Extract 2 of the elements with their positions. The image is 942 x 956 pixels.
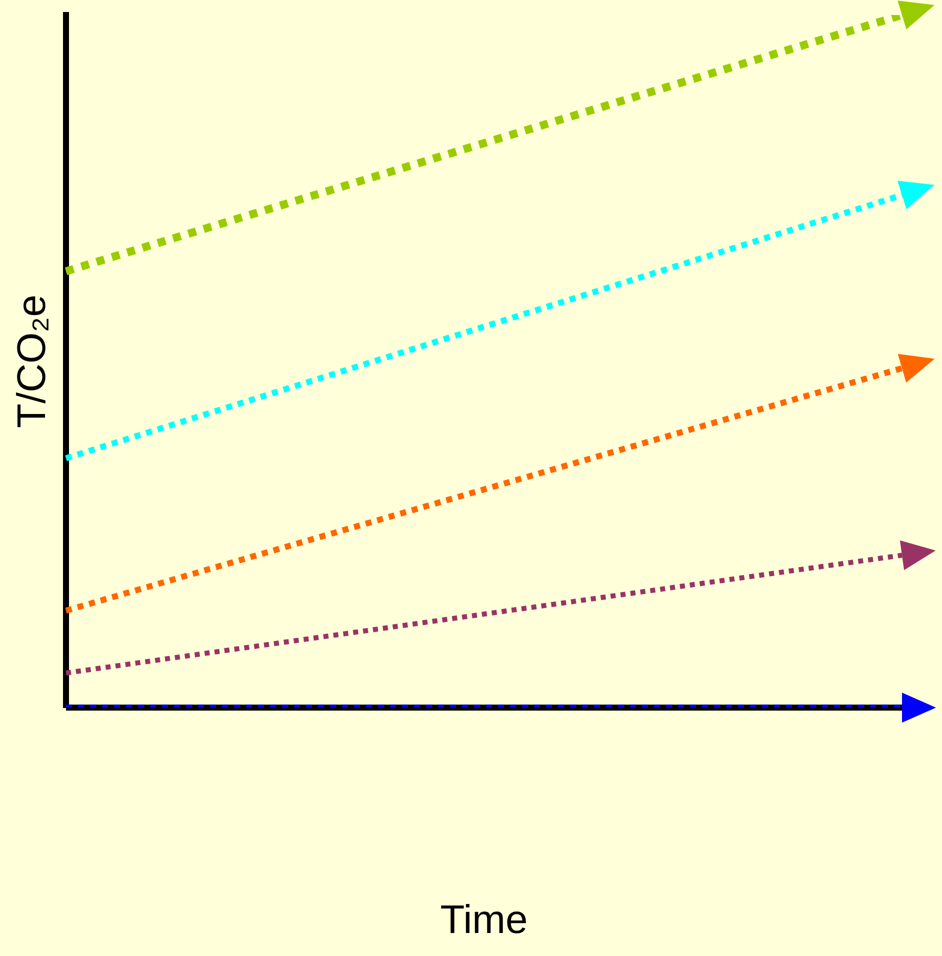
- y-axis-title: T/CO₂e: [10, 294, 54, 428]
- x-axis-title: Time: [440, 898, 528, 942]
